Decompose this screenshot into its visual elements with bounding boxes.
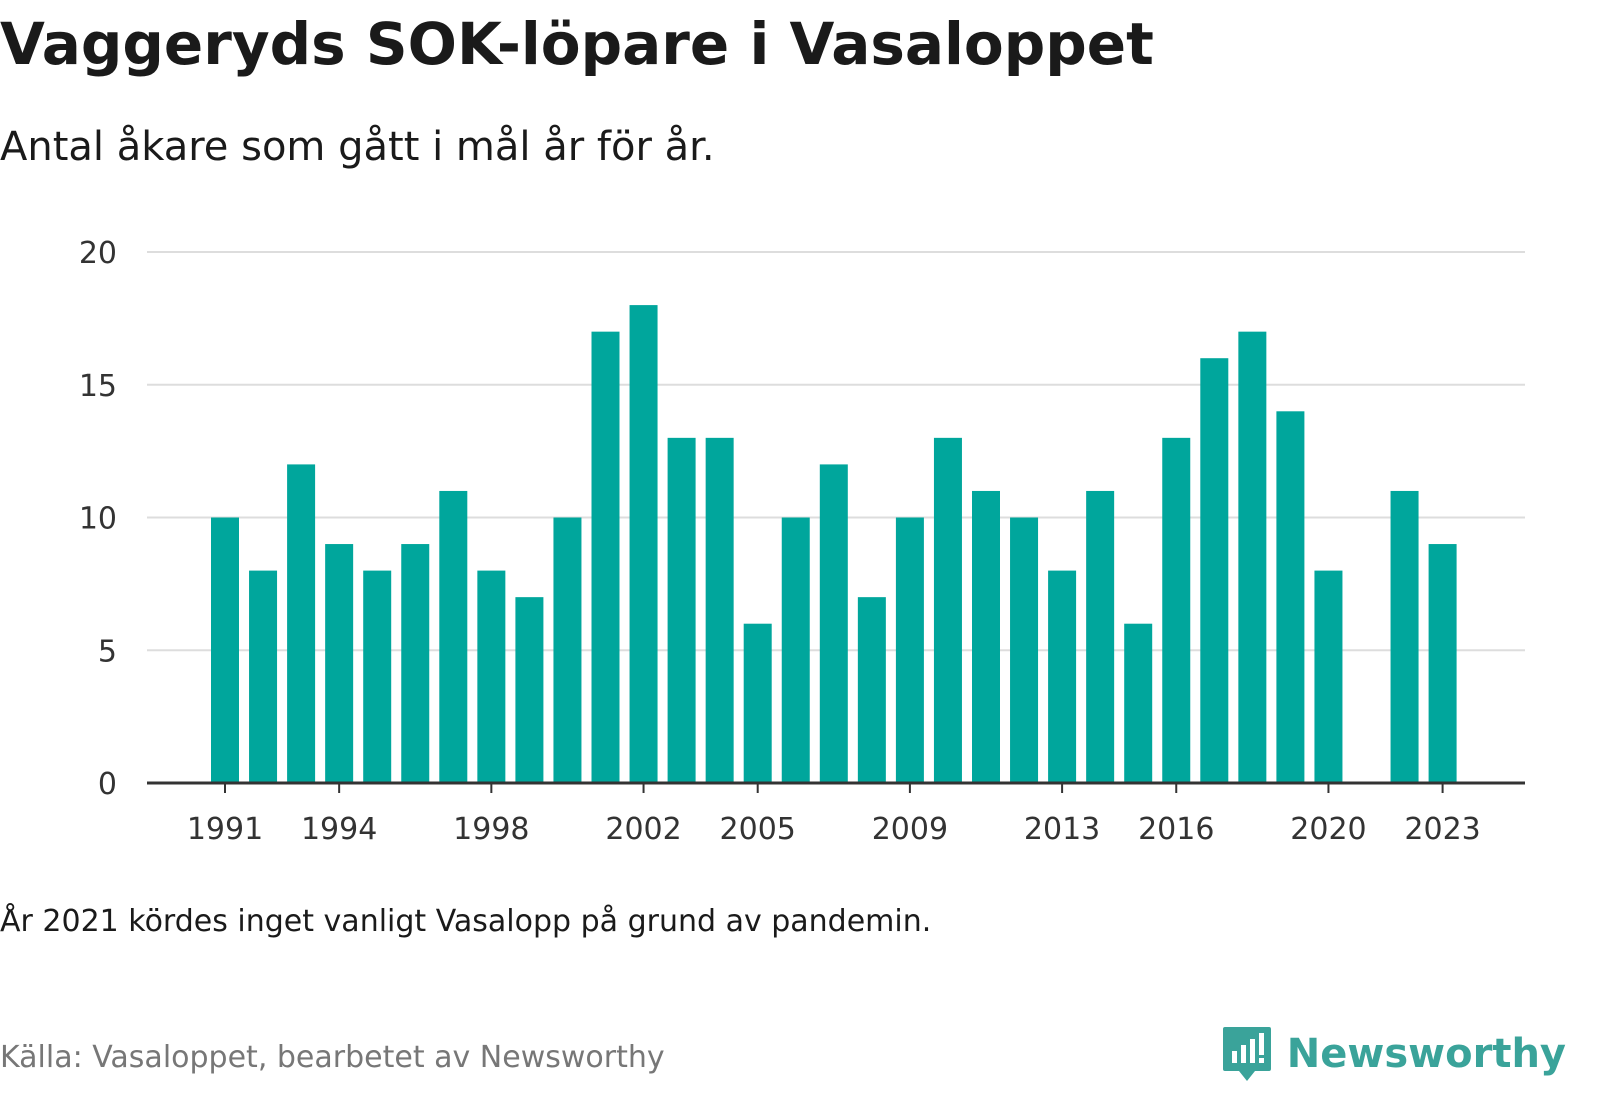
brand-name: Newsworthy <box>1286 1031 1566 1077</box>
y-tick-label: 5 <box>98 634 117 669</box>
chart-title: Vaggeryds SOK-löpare i Vasaloppet <box>0 10 1154 78</box>
bar-2000 <box>553 517 582 783</box>
bar-2020 <box>1314 570 1343 783</box>
bar-2003 <box>667 437 696 783</box>
x-tick-label: 2020 <box>1290 812 1366 847</box>
bar-layer <box>211 305 1457 783</box>
bar-1992 <box>249 570 278 783</box>
x-tick-label: 2023 <box>1404 812 1480 847</box>
chart-subtitle: Antal åkare som gått i mål år för år. <box>0 124 715 170</box>
y-tick-label: 0 <box>98 767 117 802</box>
x-tick-label: 2013 <box>1024 812 1100 847</box>
y-tick-label: 20 <box>79 236 117 271</box>
bar-2016 <box>1162 437 1191 783</box>
chart-note: År 2021 kördes inget vanligt Vasalopp på… <box>0 904 932 939</box>
x-tick-label: 1991 <box>187 812 263 847</box>
newsworthy-logo-icon <box>1222 1027 1271 1081</box>
bar-2018 <box>1238 331 1267 783</box>
y-tick-label: 10 <box>79 502 117 537</box>
bar-1991 <box>211 517 239 783</box>
bar-2005 <box>743 623 772 783</box>
bar-2010 <box>933 437 962 783</box>
bar-1995 <box>363 570 392 783</box>
bar-2004 <box>705 437 734 783</box>
bar-2012 <box>1010 517 1039 783</box>
bar-2006 <box>781 517 810 783</box>
axis-layer: 0 5 10 15 20 1991 1994 1998 2002 2005 2009 2013 2016… <box>79 236 1525 847</box>
x-tick-label: 1998 <box>453 812 529 847</box>
bar-1998 <box>477 570 506 783</box>
x-tick-label: 1994 <box>301 812 377 847</box>
bar-1996 <box>401 544 430 783</box>
bar-2002 <box>629 305 658 783</box>
bar-1993 <box>287 464 316 783</box>
bar-2013 <box>1048 570 1077 783</box>
bar-2008 <box>857 597 886 783</box>
x-tick-label: 2009 <box>872 812 948 847</box>
bar-2001 <box>591 331 620 783</box>
bar-2014 <box>1086 490 1115 783</box>
bar-2022 <box>1390 490 1419 783</box>
bar-2011 <box>972 490 1000 783</box>
bar-1999 <box>515 597 544 783</box>
bar-2007 <box>819 464 848 783</box>
bar-2009 <box>895 517 924 783</box>
bar-2015 <box>1124 623 1153 783</box>
bar-2023 <box>1428 544 1457 783</box>
bar-2017 <box>1200 358 1229 783</box>
x-tick-label: 2002 <box>605 812 681 847</box>
x-tick-label: 2016 <box>1138 812 1214 847</box>
bar-1997 <box>439 490 468 783</box>
bar-2019 <box>1276 411 1305 783</box>
bar-chart: 0 5 10 15 20 1991 1994 1998 2002 2005 2009 2013 2016… <box>79 236 1525 847</box>
y-tick-label: 15 <box>79 369 117 404</box>
brand-logo: Newsworthy <box>1221 1025 1566 1083</box>
bar-1994 <box>325 544 354 783</box>
source-text: Källa: Vasaloppet, bearbetet av Newswort… <box>0 1040 665 1075</box>
x-tick-label: 2005 <box>720 812 796 847</box>
